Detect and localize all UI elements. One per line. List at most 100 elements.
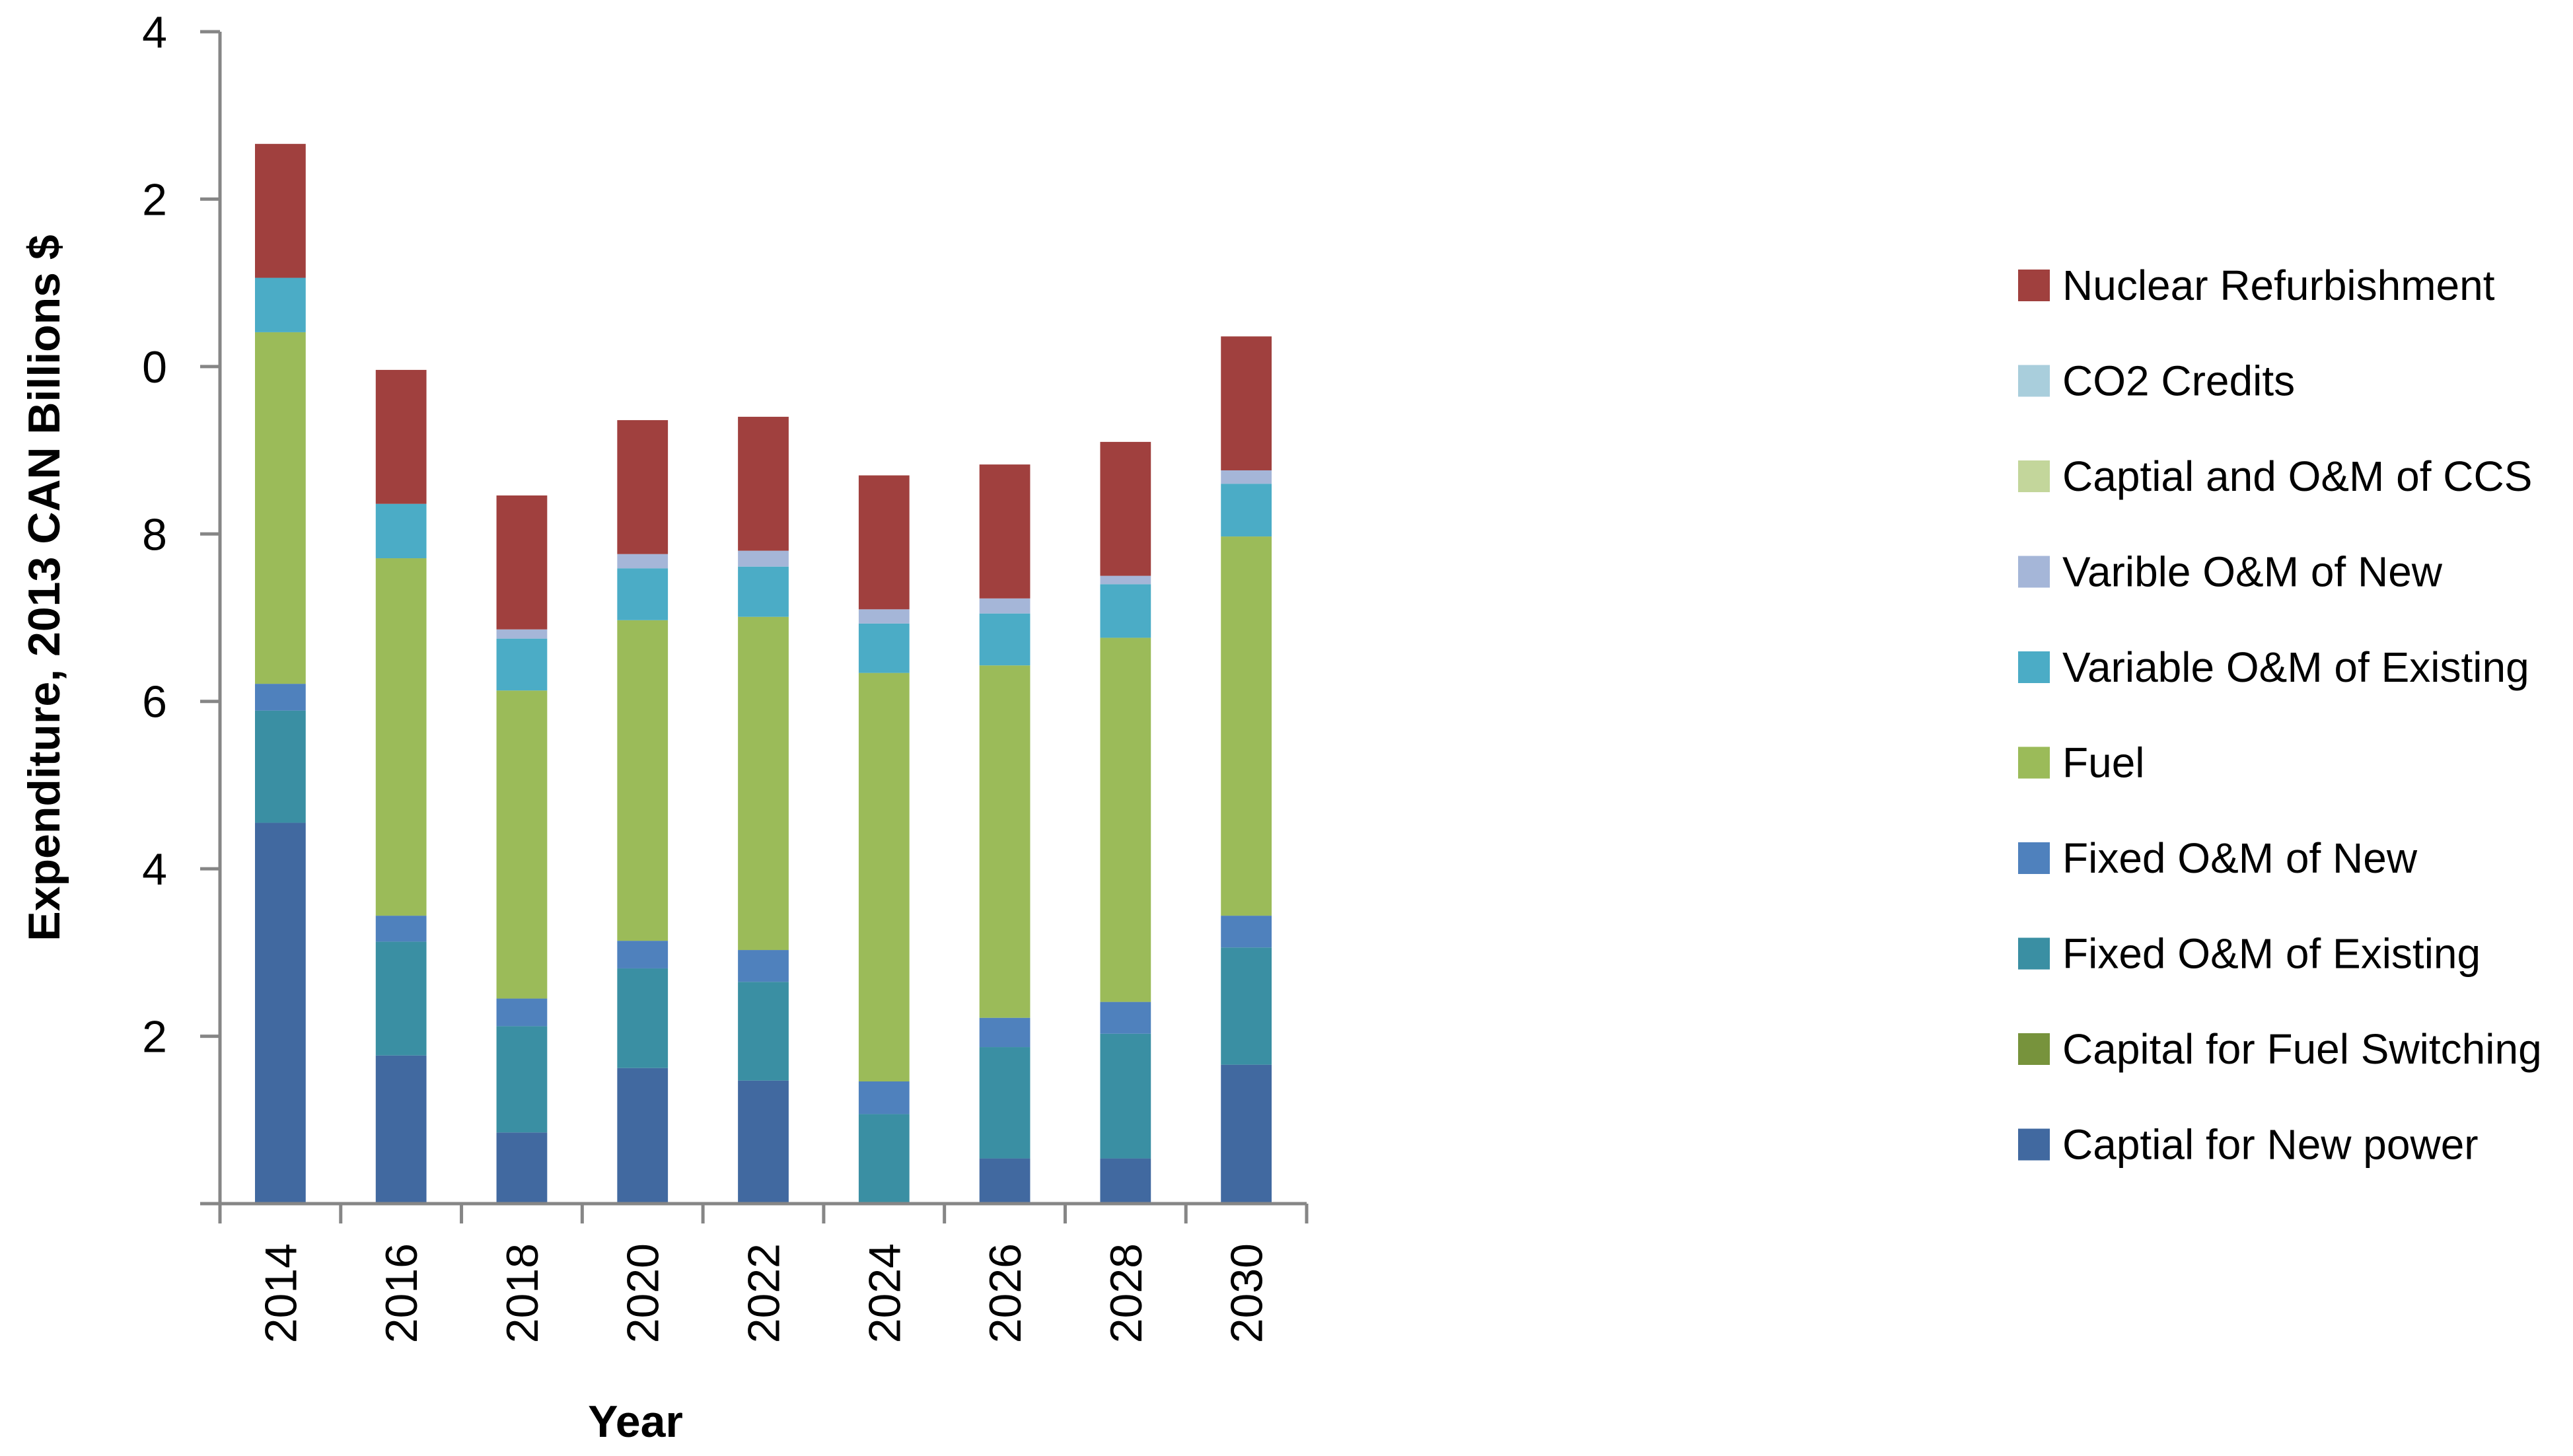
legend-swatch	[2018, 460, 2050, 492]
bar-segment	[858, 623, 910, 673]
bar-stack-2020	[617, 419, 669, 1204]
bar-segment	[858, 673, 910, 1081]
bar-segment	[255, 332, 306, 684]
legend-label: Variable O&M of Existing	[2062, 643, 2529, 691]
x-tick-label: 2016	[377, 1243, 427, 1343]
y-tick-label: 4	[142, 7, 167, 57]
bars	[255, 143, 1272, 1204]
bar-segment	[738, 950, 789, 982]
x-tick-label: 2026	[980, 1243, 1031, 1343]
legend-swatch	[2018, 842, 2050, 874]
x-axis-ticks: 2014 2016 2018 2020 2022 2024 2026 2028 2030	[218, 1204, 1309, 1343]
bar-segment	[375, 1055, 427, 1204]
bar-stack-2028	[1100, 441, 1151, 1204]
bar-segment	[1221, 947, 1272, 1065]
bar-segment	[617, 620, 669, 941]
bar-segment	[858, 609, 910, 624]
bar-stack-2018	[496, 495, 548, 1204]
legend-label: Fixed O&M of New	[2062, 834, 2418, 882]
legend-swatch	[2018, 937, 2050, 970]
legend-swatch	[2018, 270, 2050, 301]
legend: Nuclear Refurbishment CO2 Credits Captial …	[2018, 262, 2542, 1169]
bar-segment	[979, 1017, 1031, 1048]
legend-swatch	[2018, 1033, 2050, 1065]
x-tick-label: 2024	[859, 1243, 910, 1343]
bar-segment	[858, 1114, 910, 1204]
bar-segment	[496, 629, 548, 639]
bar-segment	[375, 941, 427, 1056]
bar-segment	[496, 690, 548, 999]
y-tick-label: 6	[142, 677, 167, 727]
bar-segment	[979, 1158, 1031, 1204]
plot-area: 2 4 6 8 0 2 4 2014 2016 2018 2020 2022 2024 2026 2028…	[142, 7, 1309, 1343]
legend-label: Captial for New power	[2062, 1121, 2479, 1169]
bar-segment	[1221, 1064, 1272, 1204]
bar-segment	[1100, 1033, 1151, 1159]
y-tick-label: 8	[142, 509, 167, 560]
bar-segment	[496, 1132, 548, 1204]
bar-segment	[738, 416, 789, 551]
legend-label: Captial and O&M of CCS	[2062, 453, 2532, 500]
bar-segment	[979, 464, 1031, 599]
bar-segment	[979, 598, 1031, 614]
bar-segment	[255, 822, 306, 1204]
bar-segment	[1100, 637, 1151, 1002]
legend-swatch	[2018, 746, 2050, 779]
bar-segment	[979, 613, 1031, 666]
bar-stack-2026	[979, 464, 1031, 1204]
bar-segment	[1221, 536, 1272, 916]
legend-label: Capital for Fuel Switching	[2062, 1025, 2542, 1073]
bar-segment	[738, 550, 789, 567]
bar-segment	[1100, 1001, 1151, 1034]
bar-segment	[375, 916, 427, 942]
bar-segment	[255, 684, 306, 711]
bar-stack-2030	[1221, 336, 1272, 1204]
legend-label: Fuel	[2062, 739, 2145, 787]
y-tick-label: 0	[142, 342, 167, 392]
bar-segment	[617, 554, 669, 569]
y-axis-ticks: 2 4 6 8 0 2 4	[142, 7, 220, 1206]
bar-segment	[858, 475, 910, 610]
x-axis-title: Year	[588, 1397, 683, 1447]
bar-segment	[496, 998, 548, 1027]
bar-segment	[496, 638, 548, 691]
x-tick-label: 2020	[618, 1243, 669, 1343]
legend-label: Fixed O&M of Existing	[2062, 930, 2481, 978]
y-tick-label: 2	[142, 1012, 167, 1062]
bar-segment	[738, 982, 789, 1081]
bar-segment	[1221, 336, 1272, 470]
y-tick-label: 2	[142, 174, 167, 225]
bar-segment	[375, 369, 427, 504]
bar-segment	[1100, 584, 1151, 638]
bar-segment	[1221, 470, 1272, 484]
legend-label: Nuclear Refurbishment	[2062, 262, 2495, 309]
bar-segment	[979, 1047, 1031, 1159]
bar-stack-2016	[375, 369, 427, 1204]
bar-segment	[858, 1081, 910, 1114]
x-tick-label: 2018	[497, 1243, 548, 1343]
bar-segment	[255, 277, 306, 332]
bar-segment	[375, 503, 427, 559]
bar-segment	[617, 1068, 669, 1204]
legend-swatch	[2018, 365, 2050, 397]
bar-stack-2022	[738, 416, 789, 1204]
bar-stack-2014	[255, 143, 306, 1204]
y-axis-title: Expenditure, 2013 CAN Billions $	[19, 235, 69, 941]
y-tick-label: 4	[142, 844, 167, 894]
bar-segment	[617, 968, 669, 1068]
legend-swatch	[2018, 651, 2050, 683]
legend-swatch	[2018, 1128, 2050, 1161]
x-tick-label: 2022	[739, 1243, 789, 1343]
bar-segment	[496, 1026, 548, 1133]
bar-segment	[1221, 484, 1272, 537]
bar-segment	[255, 143, 306, 278]
bar-segment	[979, 665, 1031, 1018]
legend-label: Varible O&M of New	[2062, 548, 2443, 596]
legend-label: CO2 Credits	[2062, 357, 2295, 405]
bar-segment	[617, 941, 669, 968]
bar-segment	[738, 1080, 789, 1204]
legend-swatch	[2018, 556, 2050, 588]
bar-segment	[1221, 916, 1272, 948]
bar-segment	[1100, 1158, 1151, 1204]
